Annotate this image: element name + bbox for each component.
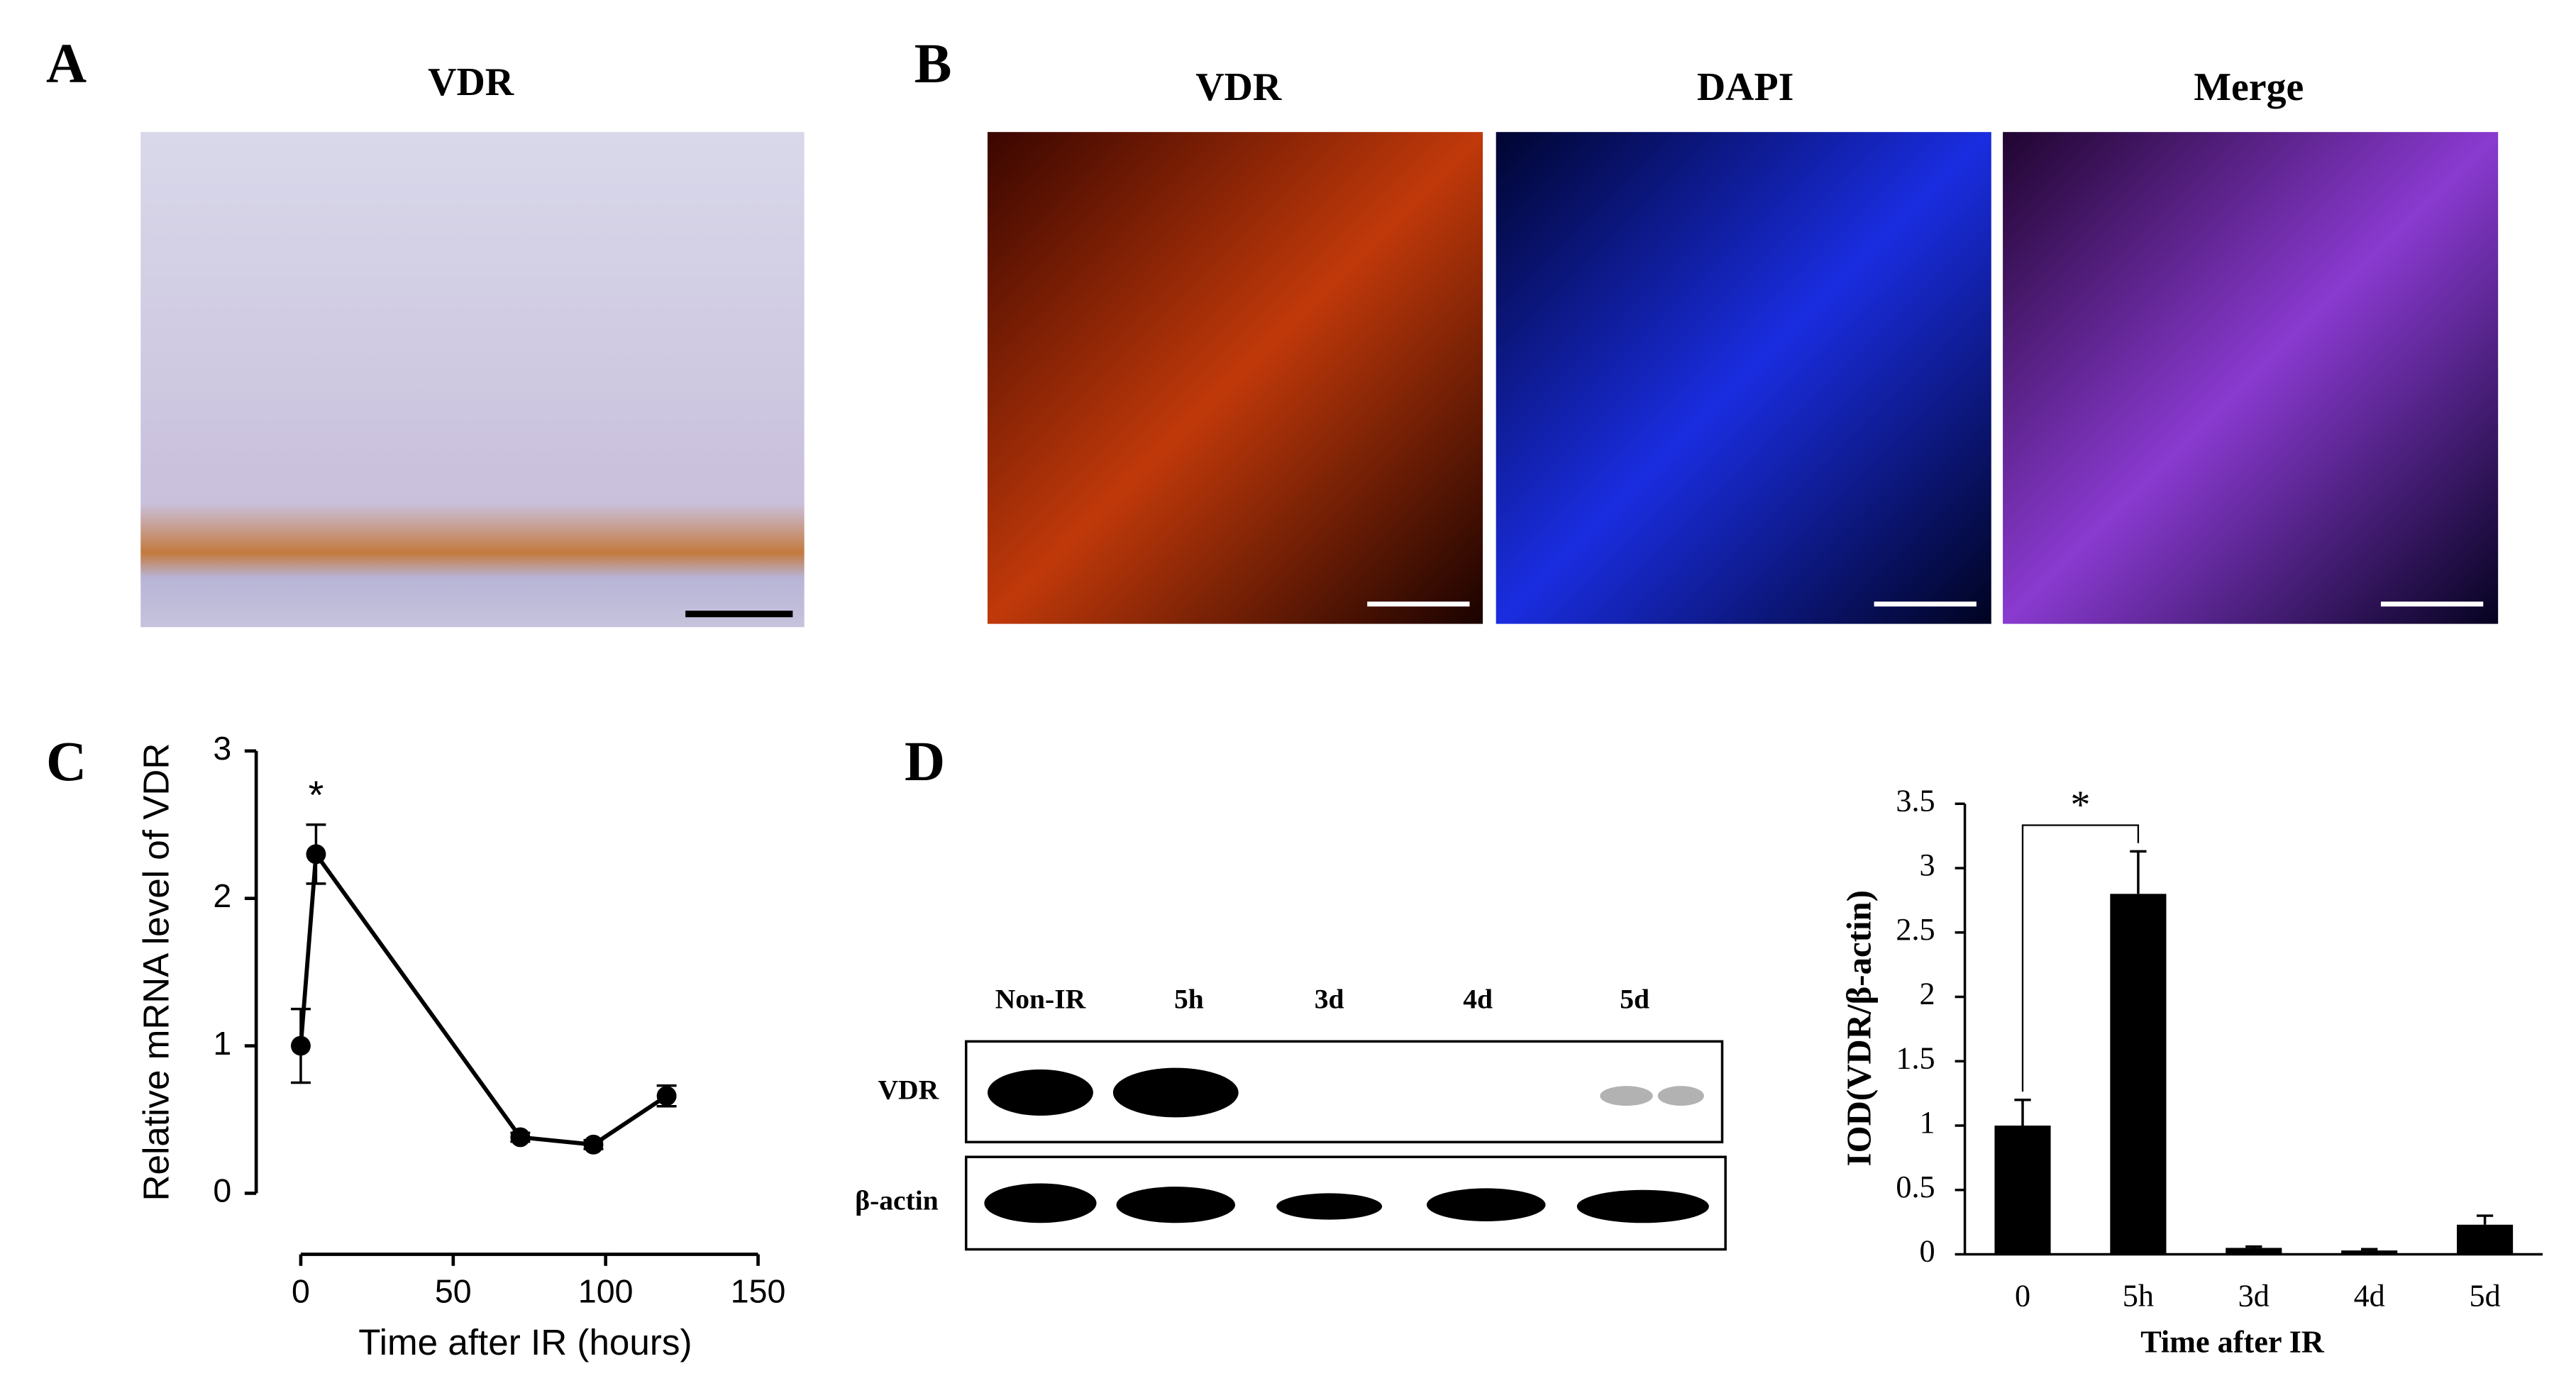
panel-title: DAPI bbox=[1697, 65, 1793, 109]
fluorescence-image bbox=[987, 132, 1483, 624]
y-tick-label: 3 bbox=[1920, 848, 1935, 882]
bar bbox=[1994, 1126, 2051, 1255]
annotation: * bbox=[2070, 783, 2090, 827]
y-tick-label: 2 bbox=[213, 877, 231, 914]
x-tick-label: 5d bbox=[2469, 1278, 2500, 1313]
data-point bbox=[656, 1086, 677, 1106]
fluorescence-image bbox=[1496, 132, 1991, 624]
y-tick-label: 2.5 bbox=[1896, 912, 1935, 947]
y-tick-label: 0 bbox=[213, 1172, 231, 1209]
x-tick-label: 150 bbox=[731, 1273, 786, 1310]
x-tick-label: 0 bbox=[2015, 1278, 2030, 1313]
blot-bands bbox=[984, 1067, 1709, 1223]
panel-label: A bbox=[46, 33, 87, 95]
panel-label: C bbox=[46, 731, 87, 793]
lane-label: 5h bbox=[1174, 984, 1204, 1015]
x-tick-label: 5h bbox=[2123, 1278, 2154, 1313]
row-label: β-actin bbox=[855, 1184, 938, 1216]
y-axis-title: IOD(VDR/β-actin) bbox=[1840, 890, 1879, 1166]
x-tick-label: 0 bbox=[292, 1273, 310, 1310]
error-bar bbox=[2014, 1098, 2031, 1126]
panel-title: Merge bbox=[2194, 65, 2304, 109]
y-tick-label: 1 bbox=[1920, 1105, 1935, 1140]
y-tick-label: 0.5 bbox=[1896, 1170, 1935, 1204]
data-line bbox=[299, 848, 668, 1147]
y-tick-label: 3 bbox=[213, 730, 231, 767]
x-tick-label: 3d bbox=[2238, 1278, 2270, 1313]
panel-title: VDR bbox=[428, 60, 514, 104]
panel-label: D bbox=[905, 731, 945, 793]
y-tick-label: 0 bbox=[1920, 1234, 1935, 1269]
y-tick-label: 1 bbox=[213, 1025, 231, 1062]
bar bbox=[2110, 894, 2167, 1255]
x-tick-label: 100 bbox=[578, 1273, 634, 1310]
error-bar bbox=[2130, 850, 2147, 894]
histology-image bbox=[140, 132, 805, 628]
y-axis-title: Relative mRNA level of VDR bbox=[136, 743, 176, 1201]
lane-label: 5d bbox=[1620, 984, 1649, 1015]
bar bbox=[2226, 1248, 2282, 1255]
lane-label: Non-IR bbox=[995, 984, 1086, 1015]
x-axis-title: Time after IR bbox=[2140, 1325, 2325, 1360]
error-bar bbox=[2476, 1214, 2494, 1225]
data-point bbox=[306, 844, 326, 865]
fluorescence-image bbox=[2003, 132, 2499, 624]
y-tick-label: 1.5 bbox=[1896, 1040, 1935, 1075]
x-tick-label: 4d bbox=[2354, 1278, 2385, 1313]
y-tick-label: 2 bbox=[1920, 977, 1935, 1011]
row-label: VDR bbox=[878, 1075, 939, 1106]
panel-label: B bbox=[914, 33, 952, 95]
annotation: * bbox=[309, 772, 324, 817]
data-point bbox=[290, 1036, 311, 1056]
significance-bracket bbox=[2021, 824, 2140, 1092]
lane-label: 4d bbox=[1463, 984, 1493, 1015]
error-bar bbox=[2245, 1245, 2262, 1248]
y-tick-label: 3.5 bbox=[1896, 783, 1935, 818]
bar bbox=[2457, 1224, 2514, 1255]
error-bar bbox=[2361, 1248, 2378, 1251]
bar bbox=[2341, 1250, 2398, 1255]
panel-title: VDR bbox=[1195, 65, 1282, 109]
x-axis-title: Time after IR (hours) bbox=[358, 1322, 692, 1362]
lane-label: 3d bbox=[1315, 984, 1344, 1015]
data-point bbox=[583, 1134, 604, 1155]
data-point bbox=[510, 1127, 531, 1148]
x-tick-label: 50 bbox=[435, 1273, 472, 1310]
